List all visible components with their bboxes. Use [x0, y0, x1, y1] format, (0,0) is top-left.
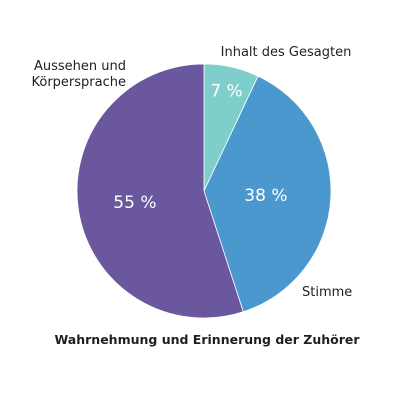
pie-slice: [203, 75, 332, 313]
slice-value-label: 55 %: [113, 193, 156, 213]
slice-category-label: Aussehen und Körpersprache: [32, 59, 127, 90]
slice-value-label: 7 %: [210, 82, 242, 102]
pie-slices: [76, 63, 332, 319]
slice-category-label: Inhalt des Gesagten: [221, 45, 352, 60]
slice-labels: Inhalt des Gesagten Stimme Aussehen und Kör…: [32, 45, 353, 300]
chart-title: Wahrnehmung und Erinnerung der Zuhörer: [54, 332, 360, 347]
slice-values: 7 % 38 % 55 %: [113, 82, 287, 214]
slice-value-label: 38 %: [244, 186, 287, 206]
pie-slice: [76, 63, 244, 319]
slice-category-label: Stimme: [302, 285, 352, 300]
